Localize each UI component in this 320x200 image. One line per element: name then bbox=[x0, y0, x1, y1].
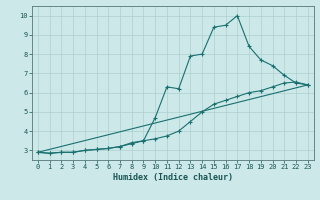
X-axis label: Humidex (Indice chaleur): Humidex (Indice chaleur) bbox=[113, 173, 233, 182]
